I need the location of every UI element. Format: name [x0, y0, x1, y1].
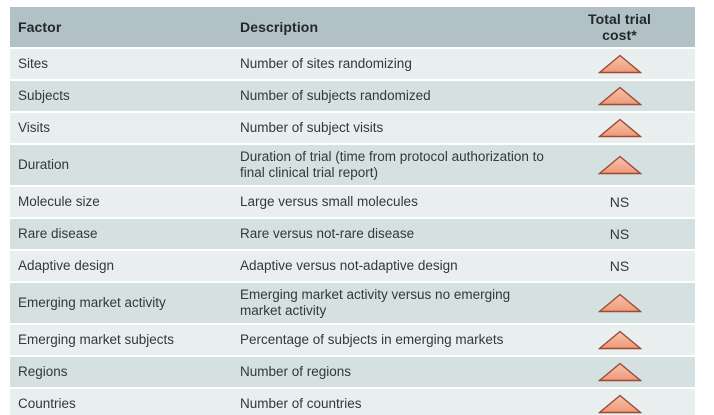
table-row: Emerging market subjects Percentage of s…	[10, 325, 695, 357]
factor-cell: Duration	[18, 157, 70, 172]
factor-cell: Adaptive design	[18, 258, 115, 273]
cost-cell: NS	[562, 254, 695, 279]
cost-cell: NS	[562, 222, 695, 247]
cost-increase-triangle-icon	[597, 293, 642, 313]
description-cell: Percentage of subjects in emerging marke…	[240, 332, 504, 347]
description-cell: Number of regions	[240, 364, 352, 379]
cost-increase-triangle-icon	[597, 54, 642, 74]
cost-cell	[562, 358, 695, 386]
table-row: Sites Number of sites randomizing	[10, 49, 695, 81]
cost-cell	[562, 326, 695, 354]
cost-increase-triangle-icon	[597, 394, 642, 414]
cost-increase-triangle-icon	[597, 86, 642, 106]
cost-cell	[562, 151, 695, 179]
description-cell: Large versus small molecules	[240, 194, 418, 209]
factor-cell: Rare disease	[18, 226, 98, 241]
description-cell: Duration of trial (time from protocol au…	[240, 149, 544, 180]
column-header-total-trial-cost: Total trial cost*	[587, 11, 652, 43]
table-row: Molecule size Large versus small molecul…	[10, 187, 695, 219]
table-row: Adaptive design Adaptive versus not-adap…	[10, 251, 695, 283]
factor-cell: Subjects	[18, 88, 70, 103]
factor-cell: Visits	[18, 120, 51, 135]
trial-cost-factors-table: Factor Description Total trial cost* Sit…	[10, 7, 695, 415]
cost-cell: NS	[562, 190, 695, 215]
table-row: Subjects Number of subjects randomized	[10, 81, 695, 113]
factor-cell: Molecule size	[18, 194, 100, 209]
cost-ns-label: NS	[609, 225, 630, 242]
table-row: Rare disease Rare versus not-rare diseas…	[10, 219, 695, 251]
cost-cell	[562, 289, 695, 317]
description-cell: Number of sites randomizing	[240, 56, 412, 71]
factor-cell: Sites	[18, 56, 49, 71]
cost-cell	[562, 82, 695, 110]
cost-cell	[562, 114, 695, 142]
cost-ns-label: NS	[609, 193, 630, 210]
description-cell: Number of subject visits	[240, 120, 384, 135]
description-cell: Number of subjects randomized	[240, 88, 431, 103]
cost-increase-triangle-icon	[597, 118, 642, 138]
cost-cell	[562, 50, 695, 78]
table-row: Emerging market activity Emerging market…	[10, 283, 695, 325]
factor-cell: Emerging market activity	[18, 295, 166, 310]
factor-cell: Emerging market subjects	[18, 332, 175, 347]
factor-cell: Regions	[18, 364, 68, 379]
cost-increase-triangle-icon	[597, 362, 642, 382]
description-cell: Rare versus not-rare disease	[240, 226, 415, 241]
cost-increase-triangle-icon	[597, 330, 642, 350]
cost-increase-triangle-icon	[597, 155, 642, 175]
table-row: Countries Number of countries	[10, 389, 695, 415]
cost-ns-label: NS	[609, 257, 630, 274]
table-header-row: Factor Description Total trial cost*	[10, 7, 695, 49]
description-cell: Number of countries	[240, 396, 362, 411]
table-row: Regions Number of regions	[10, 357, 695, 389]
table-row: Duration Duration of trial (time from pr…	[10, 145, 695, 187]
table-row: Visits Number of subject visits	[10, 113, 695, 145]
factor-cell: Countries	[18, 396, 76, 411]
column-header-description: Description	[240, 19, 319, 35]
cost-cell	[562, 390, 695, 415]
column-header-factor: Factor	[18, 19, 62, 35]
description-cell: Adaptive versus not-adaptive design	[240, 258, 458, 273]
description-cell: Emerging market activity versus no emerg…	[240, 287, 511, 318]
